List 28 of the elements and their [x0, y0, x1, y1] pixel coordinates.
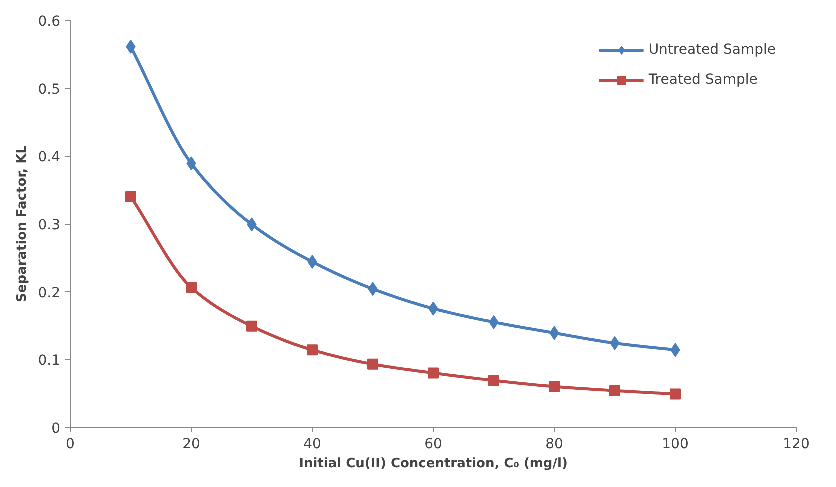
- y-tick-label: 0.3: [38, 218, 60, 234]
- point: [428, 368, 439, 379]
- y-axis-title: Separation Factor, KL: [15, 146, 30, 302]
- x-tick-label: 100: [662, 436, 689, 452]
- y-tick-label: 0.4: [38, 150, 61, 166]
- x-axis-title: Initial Cu(II) Concentration, C₀ (mg/l): [299, 456, 568, 472]
- y-tick-label: 0.1: [38, 353, 60, 370]
- point: [307, 344, 318, 356]
- point: [488, 375, 500, 386]
- point: [186, 282, 197, 294]
- legend-label: Treated Sample: [648, 72, 758, 88]
- x-tick-label: 0: [66, 436, 75, 452]
- x-tick-label: 20: [182, 436, 200, 452]
- y-tick-label: 0: [52, 421, 61, 437]
- x-tick-label: 120: [783, 436, 810, 452]
- y-tick-label: 0.6: [38, 14, 61, 30]
- y-tick-label: 0.2: [38, 285, 60, 302]
- point: [126, 191, 136, 202]
- x-tick-label: 40: [304, 436, 322, 452]
- point: [610, 385, 620, 396]
- point: [368, 358, 378, 370]
- x-tick-label: 80: [546, 436, 564, 452]
- point: [246, 320, 258, 332]
- point: [549, 381, 560, 392]
- x-tick-label: 60: [424, 436, 442, 452]
- point: [670, 388, 681, 400]
- legend-label: Untreated Sample: [648, 42, 776, 58]
- y-tick-label: 0.5: [38, 82, 60, 98]
